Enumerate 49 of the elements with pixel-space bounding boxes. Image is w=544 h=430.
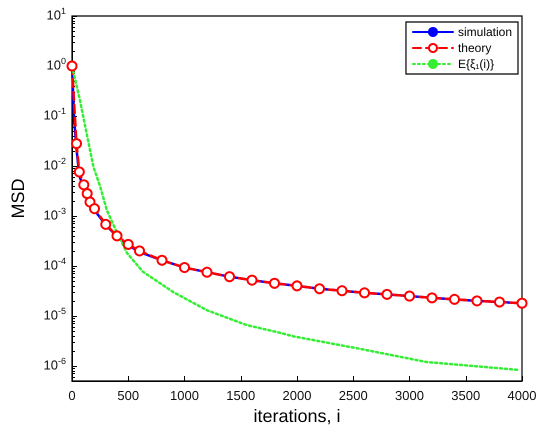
legend-label: theory: [458, 41, 492, 55]
point: [179, 262, 190, 274]
point: [78, 179, 90, 190]
point: [82, 188, 93, 200]
point: [359, 287, 370, 298]
x-tick-label: 2000: [282, 388, 312, 403]
point: [134, 245, 145, 256]
point: [472, 295, 482, 306]
x-tick-label: 500: [117, 388, 140, 403]
point: [426, 292, 438, 304]
point: [71, 138, 82, 150]
point: [156, 254, 168, 266]
point: [336, 285, 348, 296]
y-tick-label: 10$^{1}$: [46, 6, 66, 22]
x-tick-label: 2500: [338, 388, 368, 403]
point: [404, 290, 415, 302]
legend-label: simulation: [458, 25, 512, 39]
point: [269, 278, 280, 289]
point: [100, 218, 112, 230]
x-tick-label: 1000: [170, 388, 199, 403]
y-tick-label: 10$^{-4}$: [44, 256, 66, 272]
y-tick-label: 10$^{0}$: [46, 56, 66, 72]
x-tick-label: 3500: [451, 388, 480, 403]
point: [66, 60, 78, 72]
y-tick-label: 10$^{-1}$: [44, 106, 66, 122]
point: [314, 283, 325, 294]
y-axis-title: MSD: [8, 178, 28, 218]
point: [246, 274, 258, 286]
point: [112, 230, 122, 242]
x-tick-label: 3000: [395, 388, 424, 403]
point: [122, 238, 134, 250]
legend-label: E{ξ₁(i)}: [458, 57, 494, 71]
point: [292, 280, 302, 292]
point: [202, 266, 212, 278]
point: [89, 203, 100, 214]
y-tick-label: 10$^{-3}$: [44, 206, 66, 222]
point: [224, 271, 235, 282]
point: [382, 288, 392, 300]
x-tick-label: 4000: [508, 388, 536, 403]
point: [449, 294, 460, 305]
point: [494, 296, 505, 308]
point: [516, 298, 528, 309]
y-tick-label: 10$^{-2}$: [44, 156, 66, 172]
x-tick-label: 0: [68, 388, 76, 403]
x-tick-label: 1500: [226, 388, 256, 403]
x-axis-title: iterations, i: [253, 406, 341, 426]
y-tick-label: 10$^{-5}$: [44, 306, 66, 322]
y-tick-label: 10$^{-6}$: [44, 356, 66, 372]
point: [74, 166, 85, 178]
